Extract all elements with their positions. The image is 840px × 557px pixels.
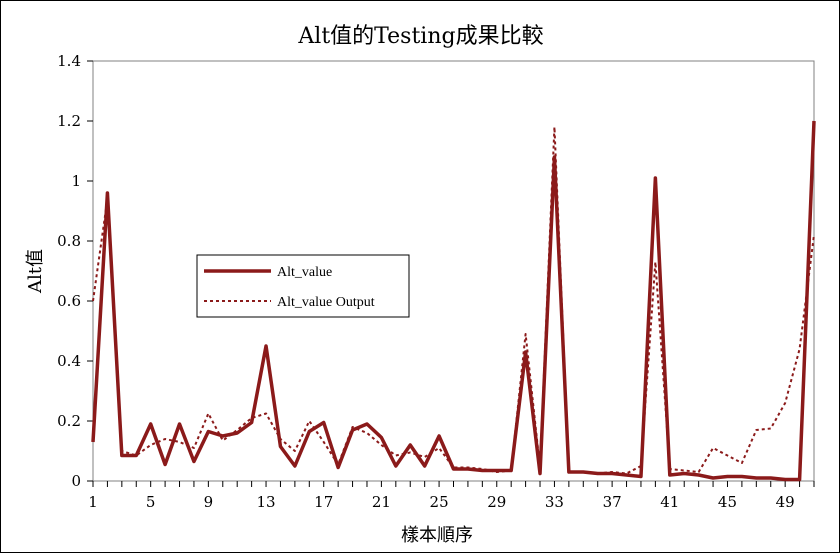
y-tick-label: 1 (71, 172, 81, 190)
x-tick-label: 25 (430, 493, 449, 511)
y-tick-label: 1.2 (57, 112, 81, 130)
y-tick-label: 0.4 (57, 352, 81, 370)
x-axis-label: 樣本順序 (401, 525, 473, 546)
y-axis: 0 0.2 0.4 0.6 0.8 1 1.2 1.4 (57, 52, 93, 490)
x-tick-label: 45 (718, 493, 737, 511)
x-tick-label: 29 (487, 493, 506, 511)
x-tick-label: 1 (88, 493, 98, 511)
series-layer (91, 120, 816, 482)
x-axis: 1 5 9 13 17 21 25 29 33 37 41 45 49 (88, 481, 815, 511)
x-tick-label: 41 (660, 493, 679, 511)
x-tick-label: 17 (314, 493, 333, 511)
x-tick-label: 21 (372, 493, 391, 511)
y-tick-label: 0.6 (57, 292, 81, 310)
legend-box (196, 254, 410, 318)
series-line-alt-value-output (92, 126, 815, 475)
chart-title: Alt值的Testing成果比較 (297, 24, 543, 49)
y-axis-label: Alt值 (25, 249, 46, 294)
y-tick-label: 0.8 (57, 232, 81, 250)
x-tick-label: 13 (256, 493, 275, 511)
x-tick-label: 5 (146, 493, 156, 511)
x-tick-label: 9 (204, 493, 214, 511)
legend-label-alt-value-output: Alt_value Output (277, 295, 375, 310)
x-tick-label: 33 (545, 493, 564, 511)
legend-label-alt-value: Alt_value (277, 265, 332, 280)
x-tick-label: 49 (776, 493, 795, 511)
y-tick-label: 0 (71, 472, 81, 490)
y-tick-label: 0.2 (57, 412, 81, 430)
x-tick-label: 37 (603, 493, 622, 511)
legend: Alt_value Alt_value Output (196, 254, 410, 318)
series-line-alt-value (91, 120, 816, 482)
y-tick-label: 1.4 (57, 52, 81, 70)
